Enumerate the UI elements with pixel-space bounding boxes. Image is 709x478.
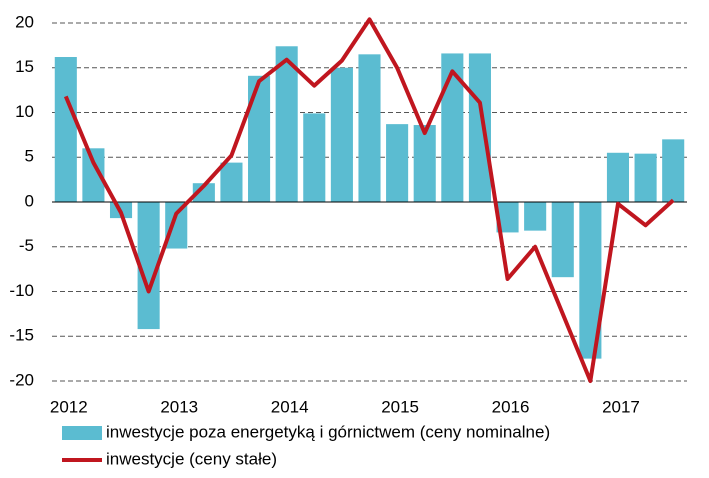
y-tick-label: 20 <box>15 12 34 31</box>
x-tick-label: 2014 <box>271 397 309 416</box>
bar <box>441 53 464 203</box>
bar <box>386 124 409 202</box>
legend-swatch <box>62 426 102 440</box>
bar <box>165 202 188 249</box>
bar <box>662 139 685 202</box>
bar <box>524 202 547 231</box>
y-tick-label: -20 <box>9 370 34 389</box>
bar <box>248 75 271 202</box>
bar <box>192 183 215 202</box>
bar <box>634 153 657 202</box>
bar <box>413 125 436 202</box>
bar <box>606 152 630 202</box>
y-tick-label: 5 <box>25 147 34 166</box>
x-tick-label: 2016 <box>492 397 530 416</box>
bar <box>275 46 298 202</box>
bar <box>551 202 574 278</box>
line <box>63 17 675 383</box>
bar <box>303 113 326 202</box>
bar <box>54 57 77 203</box>
bar <box>468 53 491 203</box>
legend-label: inwestycje poza energetyką i górnictwem … <box>106 422 550 441</box>
x-tick-label: 2015 <box>381 397 419 416</box>
bar <box>137 202 160 330</box>
legend-label: inwestycje (ceny stałe) <box>106 449 277 468</box>
bar <box>82 148 105 202</box>
y-tick-label: 0 <box>25 191 34 210</box>
bar <box>579 202 602 359</box>
y-tick-label: 10 <box>15 102 34 121</box>
bar <box>358 54 381 203</box>
bar <box>330 67 353 202</box>
y-tick-label: 15 <box>15 57 34 76</box>
y-tick-label: -5 <box>19 236 34 255</box>
y-tick-label: -15 <box>9 326 34 345</box>
y-tick-label: -10 <box>9 281 34 300</box>
bar <box>496 202 519 233</box>
x-tick-label: 2013 <box>160 397 198 416</box>
x-tick-label: 2012 <box>50 397 88 416</box>
bar <box>220 162 243 202</box>
x-tick-label: 2017 <box>602 397 640 416</box>
